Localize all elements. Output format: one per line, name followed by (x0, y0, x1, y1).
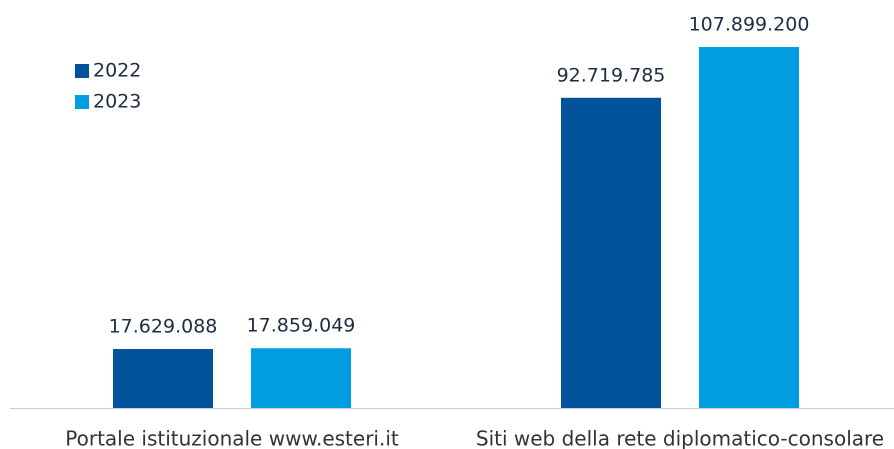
data-label: 92.719.785 (557, 64, 666, 86)
legend-label: 2023 (93, 91, 141, 113)
data-label: 17.629.088 (109, 316, 218, 338)
x-tick-label: Portale istituzionale www.esteri.it (65, 427, 399, 449)
bar (251, 348, 351, 408)
bar (699, 47, 799, 408)
bar (113, 349, 213, 408)
legend-label: 2022 (93, 60, 141, 82)
data-label: 17.859.049 (247, 315, 356, 337)
bar (561, 97, 661, 408)
legend-swatch (75, 95, 89, 109)
x-tick-label: Siti web della rete diplomatico-consolar… (476, 427, 884, 449)
legend-swatch (75, 64, 89, 78)
data-label: 107.899.200 (689, 14, 810, 36)
